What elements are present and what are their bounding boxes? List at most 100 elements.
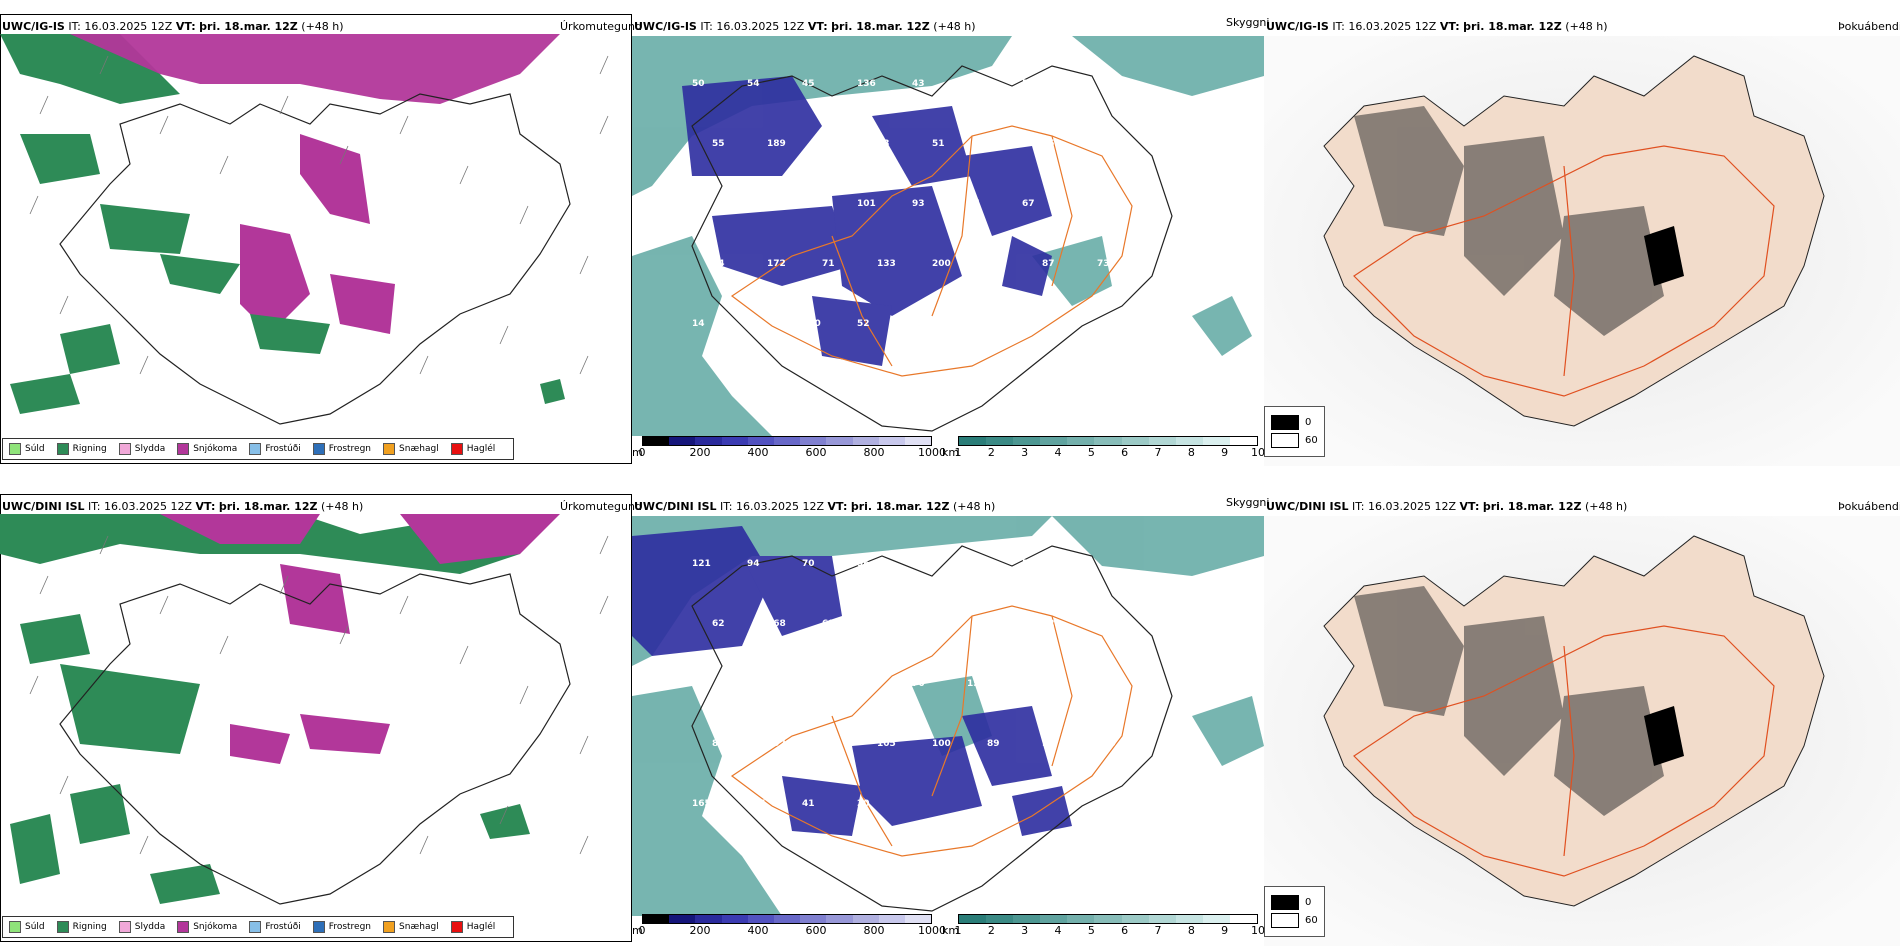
iceland-coastline	[691, 65, 1173, 432]
cloud-base-value: 45	[802, 79, 815, 89]
cloud-base-value: 94	[747, 559, 760, 569]
wind-barbs	[29, 535, 609, 855]
legend-item-rain: Rigning	[56, 921, 107, 933]
fog-legend-value: 60	[1305, 915, 1318, 926]
legend-swatch	[383, 443, 396, 455]
legend-label: Súld	[25, 444, 45, 454]
precip-type-map	[0, 514, 609, 905]
visibility-colorbar: 1 2 3 4 5 6 7 8 9 10	[955, 436, 1265, 459]
colorbar-ticks: 0 200 400 600 800 1000	[639, 446, 947, 459]
colorbar-segment	[800, 437, 827, 445]
colorbar-strip	[958, 436, 1258, 446]
panel-title: Úrkomutegund	[560, 20, 642, 33]
colorbar-tick-label: 10	[1251, 924, 1265, 937]
cloud-base-value: 165	[692, 799, 711, 809]
legend-swatch	[9, 921, 21, 933]
fog-index-shading	[1354, 106, 1664, 336]
colorbar-tick-label: 3	[1021, 446, 1029, 459]
colorbar-segment	[1013, 437, 1041, 445]
legend-swatch	[450, 443, 463, 455]
cloud-base-value: 98	[692, 679, 705, 689]
colorbar-tick-label: 800	[863, 924, 885, 937]
cloud-base-value: 93	[912, 199, 925, 209]
precip-type-legend: Súld Rigning Slydda Snjókoma Frostúði Fr…	[2, 916, 515, 938]
road-network	[730, 125, 1133, 377]
lead-time: (+48 h)	[933, 20, 976, 33]
cloud-base-value: 157	[967, 319, 986, 329]
legend-swatch	[383, 921, 396, 933]
panel-header: UWC/DINI ISL IT: 16.03.2025 12Z VT: þri.…	[634, 500, 995, 513]
legend-item-drizzle: Súld	[9, 921, 45, 933]
legend-item-sleet: Slydda	[118, 443, 166, 455]
panel-title: Þokuábendi	[1838, 20, 1900, 33]
colorbar-segment	[986, 437, 1014, 445]
colorbar-tick-label: 9	[1221, 446, 1229, 459]
model-name: UWC/DINI ISL	[634, 500, 717, 513]
iceland-coastline	[691, 545, 1173, 912]
it-label: IT:	[68, 20, 81, 33]
model-name: UWC/DINI ISL	[2, 500, 85, 513]
cloud-base-value: 133	[877, 259, 896, 269]
legend-label: Haglél	[466, 444, 496, 454]
fog-legend-row: 0	[1271, 415, 1318, 430]
cloud-base-value: 120	[802, 319, 821, 329]
cloud-base-value: 101	[857, 199, 876, 209]
legend-label: Haglél	[466, 922, 496, 932]
legend-label: Slydda	[134, 444, 166, 454]
it-value: 16.03.2025 12Z	[1348, 20, 1437, 33]
fog-map	[1264, 516, 1900, 946]
legend-item-freezing-drizzle: Frostúði	[249, 921, 301, 933]
legend-swatch	[118, 443, 131, 455]
cloud-base-value: 54	[747, 79, 760, 89]
cloud-base-value: 87	[1042, 259, 1055, 269]
cloud-base-value: 16	[1022, 319, 1035, 329]
legend-item-freezing-drizzle: Frostúði	[249, 443, 301, 455]
fog-core	[1644, 706, 1684, 766]
vt-value: þri. 18.mar. 12Z	[831, 20, 930, 33]
cloud-base-value: 140	[912, 319, 931, 329]
cloud-base-value: 51	[1022, 559, 1035, 569]
colorbar-ticks: 0 200 400 600 800 1000	[639, 924, 947, 937]
cloud-base-value: 14	[692, 319, 705, 329]
colorbar-segment	[1094, 915, 1122, 923]
colorbar-segment	[669, 915, 696, 923]
colorbar-strip	[642, 436, 932, 446]
vt-label: VT:	[827, 500, 848, 513]
lead-time: (+48 h)	[320, 500, 364, 513]
colorbar-strip	[958, 914, 1258, 924]
colorbar-tick-label: 800	[863, 446, 885, 459]
fog-legend-swatch	[1271, 895, 1299, 910]
legend-label: Snæhagl	[399, 922, 439, 932]
cloud-base-value: 56	[1022, 79, 1035, 89]
cloud-base-value: 55	[1042, 139, 1055, 149]
colorbar-tick-label: 600	[805, 924, 827, 937]
wind-barbs	[29, 55, 609, 375]
cloud-base-value: 69	[822, 619, 835, 629]
panel-title: Skyggni	[1226, 16, 1270, 29]
vt-label: VT:	[195, 500, 216, 513]
legend-label: Frostregn	[328, 922, 372, 932]
cloud-base-value: 52	[857, 319, 870, 329]
colorbar-segment	[1202, 437, 1230, 445]
colorbar-segment	[959, 437, 987, 445]
legend-swatch	[249, 443, 262, 455]
legend-item-hail: Haglél	[450, 921, 496, 933]
cloud-base-value: 280	[1097, 739, 1116, 749]
visibility-colorbar: 1 2 3 4 5 6 7 8 9 10	[955, 914, 1265, 937]
cloud-base-value: 189	[767, 139, 786, 149]
colorbar-segment	[643, 915, 670, 923]
vt-label: VT:	[1439, 20, 1460, 33]
road-network	[730, 605, 1133, 857]
vt-label: VT:	[807, 20, 828, 33]
legend-item-rain: Rigning	[56, 443, 107, 455]
cloud-base-value: 44	[1097, 139, 1110, 149]
it-label: IT:	[1332, 20, 1345, 33]
colorbar-segment	[1148, 915, 1176, 923]
legend-label: Súld	[25, 922, 45, 932]
fog-legend: 0 60	[1264, 406, 1325, 457]
road-network	[1353, 145, 1775, 397]
colorbar-segment	[773, 437, 801, 445]
cloud-base-value: 115	[1077, 679, 1096, 689]
legend-swatch	[177, 921, 190, 933]
precip-type-panel-2: Súld Rigning Slydda Snjókoma Frostúði Fr…	[0, 494, 632, 942]
